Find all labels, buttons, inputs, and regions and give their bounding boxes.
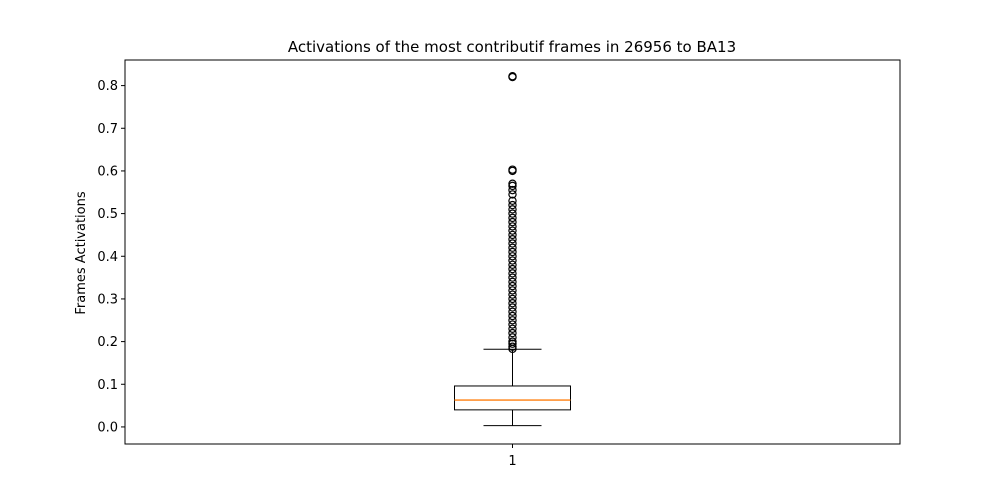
y-axis-label: Frames Activations: [74, 191, 89, 314]
y-tick-label: 0.5: [97, 207, 118, 222]
iqr-box: [454, 385, 571, 411]
y-tick-label: 0.0: [97, 420, 118, 435]
outlier-point: [508, 226, 517, 235]
outlier-point: [508, 239, 517, 248]
outlier-point: [508, 243, 517, 252]
outlier-point: [508, 222, 517, 231]
y-tick-label: 0.6: [97, 164, 118, 179]
outlier-point: [508, 328, 517, 338]
outlier-point: [508, 234, 517, 244]
y-tick-label: 0.8: [97, 79, 118, 94]
plot-area: 0.0 0.1 0.2 0.3 0.4 0.5 0.6 0.7 0.8 1: [97, 59, 901, 469]
y-tick-label: 0.2: [97, 335, 118, 350]
outlier-point: [508, 273, 517, 282]
outlier-point: [508, 252, 517, 261]
outlier-point: [508, 269, 517, 278]
outlier-point: [508, 72, 517, 81]
outlier-point: [508, 333, 517, 342]
outlier-point: [508, 277, 517, 287]
outlier-point: [508, 264, 517, 274]
outlier-point: [508, 205, 517, 214]
outlier-point: [508, 230, 517, 240]
outlier-point: [508, 200, 517, 210]
y-tick-label: 0.3: [97, 292, 118, 307]
x-tick-label: 1: [508, 454, 516, 469]
outlier-point: [508, 299, 517, 308]
outlier-point: [508, 307, 517, 316]
outlier-point: [508, 294, 517, 304]
outlier-point: [508, 316, 517, 325]
outlier-point: [508, 196, 517, 205]
y-tick-label: 0.7: [97, 122, 118, 137]
outlier-point: [508, 324, 517, 333]
chart-title: Activations of the most contributif fram…: [288, 38, 736, 56]
outlier-point: [508, 260, 517, 269]
outlier-point: [508, 209, 517, 218]
outlier-point: [508, 281, 517, 291]
outlier-point: [508, 247, 517, 257]
y-tick-label: 0.1: [97, 378, 118, 393]
outlier-point: [508, 320, 517, 329]
outlier-point: [508, 190, 517, 199]
outlier-point: [508, 217, 517, 227]
outlier-point: [508, 286, 517, 295]
outlier-point: [508, 185, 517, 195]
outlier-point: [508, 337, 517, 346]
outlier-point: [508, 165, 517, 174]
outlier-point: [508, 342, 517, 351]
outlier-point: [508, 303, 517, 312]
outlier-point: [508, 290, 517, 299]
outlier-point: [508, 213, 517, 223]
outlier-point: [508, 256, 517, 265]
outlier-point: [508, 311, 517, 321]
y-tick-label: 0.4: [97, 250, 118, 265]
outlier-point: [508, 179, 517, 188]
